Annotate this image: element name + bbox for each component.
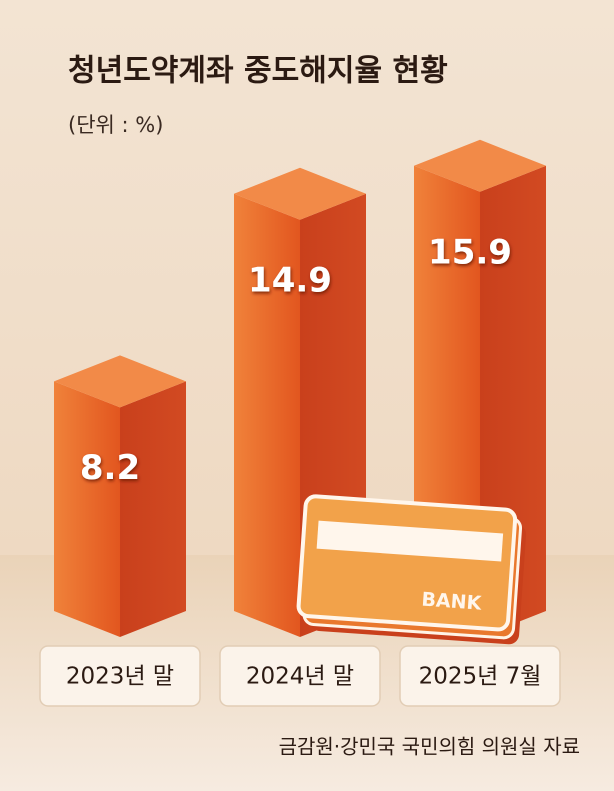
- source-note: 금감원·강민국 국민의힘 의원실 자료: [279, 735, 580, 759]
- category-box: [399, 645, 561, 707]
- value-label: 14.9: [248, 260, 332, 300]
- chart-title: 청년도약계좌 중도해지율 현황: [68, 54, 448, 89]
- x-tick-label: 2024년 말: [246, 664, 354, 690]
- value-label: 8.2: [80, 448, 140, 488]
- category-box: [39, 645, 201, 707]
- bar-top-face: [414, 139, 546, 192]
- bar-right-face: [120, 381, 186, 637]
- category-labels: 2023년 말 2024년 말 2025년 7월: [39, 645, 561, 707]
- card-illustration: BANK: [296, 494, 527, 645]
- bar-left-face: [234, 193, 300, 638]
- x-tick-label: 2023년 말: [66, 664, 174, 690]
- bar: [54, 355, 186, 637]
- x-tick-label: 2025년 7월: [419, 664, 542, 690]
- chart-subtitle: (단위 : %): [68, 113, 163, 137]
- value-label: 15.9: [428, 232, 512, 272]
- card-stripe: [316, 520, 504, 562]
- bar-top-face: [234, 167, 366, 220]
- bar-top-face: [54, 355, 186, 408]
- category-box: [219, 645, 381, 707]
- bar-left-face: [54, 381, 120, 637]
- card-front: [296, 494, 518, 632]
- card-text: BANK: [421, 589, 483, 615]
